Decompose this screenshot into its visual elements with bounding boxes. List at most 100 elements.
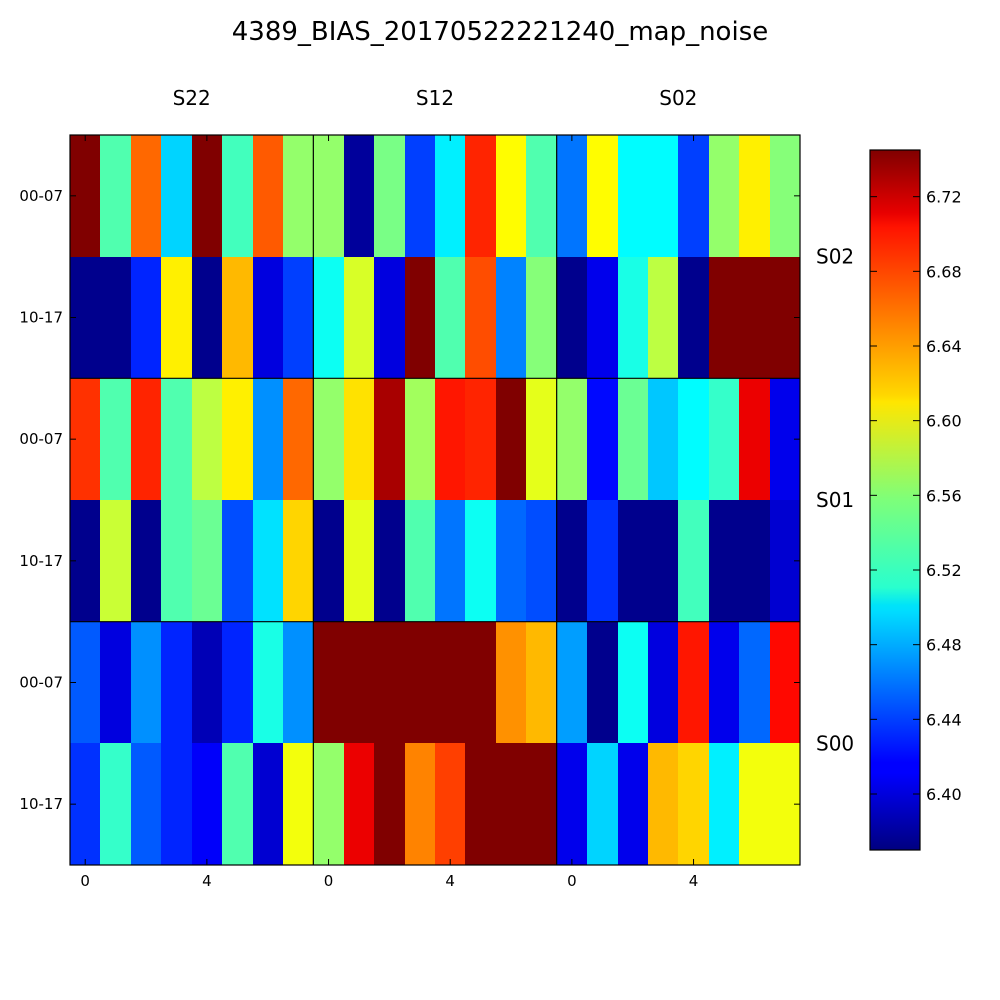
- heatmap-cell: [374, 500, 406, 623]
- heatmap-cell: [100, 743, 132, 866]
- heatmap-cell: [435, 743, 466, 866]
- heatmap-cell: [496, 500, 527, 623]
- column-group-labels: S22 S12 S02: [173, 86, 698, 110]
- y-tick-label: 00-07: [19, 430, 63, 448]
- heatmap-cell: [709, 500, 740, 623]
- heatmap-cell: [374, 257, 406, 379]
- heatmap-cell: [618, 500, 649, 623]
- heatmap-cell: [678, 743, 710, 866]
- heatmap-cell: [192, 622, 223, 744]
- row-group-label: S00: [816, 731, 854, 755]
- heatmap-cell: [253, 135, 284, 258]
- heatmap-cell: [526, 743, 558, 866]
- heatmap-cell: [435, 378, 466, 501]
- heatmap-cell: [161, 378, 193, 501]
- heatmap-cell: [496, 257, 527, 379]
- heatmap-cell: [222, 743, 254, 866]
- y-tick-label: 00-07: [19, 674, 63, 692]
- heatmap-cell: [192, 257, 223, 379]
- column-group-label: S02: [659, 86, 697, 110]
- heatmap-cell: [374, 135, 406, 258]
- y-tick-label: 10-17: [19, 309, 63, 327]
- heatmap-cell: [496, 743, 527, 866]
- heatmap-cell: [405, 378, 436, 501]
- row-group-labels: S02 S01 S00: [816, 245, 854, 756]
- row-group-label: S01: [816, 488, 854, 512]
- heatmap-cell: [739, 622, 771, 744]
- heatmap-cell: [678, 500, 710, 623]
- heatmap-cell: [100, 500, 132, 623]
- heatmap-cell: [283, 500, 314, 623]
- colorbar-tick-label: 6.44: [926, 710, 962, 729]
- heatmap-cell: [313, 378, 345, 501]
- heatmap-cell: [344, 500, 375, 623]
- heatmap-cell: [405, 257, 436, 379]
- heatmap-cell: [283, 135, 314, 258]
- heatmap-cell: [678, 378, 710, 501]
- heatmap-cell: [618, 378, 649, 501]
- heatmap-cell: [526, 135, 558, 258]
- y-axis-ticks: 00-07 10-17 00-07 10-17 00-07 10-17: [19, 187, 800, 813]
- heatmap-cell: [465, 500, 497, 623]
- heatmap-cell: [344, 743, 375, 866]
- heatmap-cell: [557, 500, 588, 623]
- heatmap-cell: [100, 257, 132, 379]
- colorbar-ticks: 6.40 6.44 6.48 6.52 6.56 6.60 6.64 6.68 6.72: [870, 188, 962, 804]
- heatmap-cell: [100, 378, 132, 501]
- heatmap-cell: [405, 743, 436, 866]
- heatmap-cell: [131, 743, 162, 866]
- heatmap-cell: [222, 500, 254, 623]
- heatmap-cell: [557, 378, 588, 501]
- colorbar-tick-label: 6.52: [926, 561, 962, 580]
- column-group-label: S22: [173, 86, 211, 110]
- colorbar-tick-label: 6.48: [926, 636, 962, 655]
- heatmap-cell: [222, 257, 254, 379]
- heatmap-cell: [253, 743, 284, 866]
- colorbar-tick-label: 6.60: [926, 412, 962, 431]
- heatmap-cell: [526, 257, 558, 379]
- heatmap-cell: [587, 257, 619, 379]
- heatmap-cell: [344, 622, 375, 744]
- y-tick-label: 10-17: [19, 795, 63, 813]
- colorbar-tick-label: 6.72: [926, 188, 962, 207]
- heatmap-cell: [405, 135, 436, 258]
- heatmap-cell: [739, 378, 771, 501]
- heatmap-cell: [465, 622, 497, 744]
- heatmap-cell: [313, 500, 345, 623]
- heatmap-cell: [405, 500, 436, 623]
- heatmap-cell: [739, 135, 771, 258]
- heatmap-cell: [192, 135, 223, 258]
- heatmap-cell: [648, 378, 679, 501]
- heatmap-cell: [587, 378, 619, 501]
- heatmap-cell: [313, 622, 345, 744]
- x-tick-label: 4: [445, 872, 455, 890]
- heatmap-cell: [313, 257, 345, 379]
- heatmap-cell: [435, 257, 466, 379]
- heatmap-cell: [435, 500, 466, 623]
- heatmap-cell: [344, 257, 375, 379]
- heatmap-cell: [648, 500, 679, 623]
- x-tick-label: 0: [324, 872, 334, 890]
- y-tick-label: 10-17: [19, 552, 63, 570]
- heatmap-cell: [374, 378, 406, 501]
- heatmap-cell: [496, 378, 527, 501]
- heatmap-cell: [100, 135, 132, 258]
- heatmap-cell: [557, 743, 588, 866]
- heatmap-cell: [465, 257, 497, 379]
- heatmap-cell: [253, 500, 284, 623]
- heatmap-cell: [222, 135, 254, 258]
- heatmap-cell: [253, 257, 284, 379]
- heatmap-cell: [192, 500, 223, 623]
- heatmap-cell: [222, 378, 254, 501]
- heatmap-cell: [253, 378, 284, 501]
- block-dividers: [70, 135, 800, 865]
- heatmap-cell: [313, 743, 345, 866]
- heatmap-cell: [161, 622, 193, 744]
- heatmap-cell: [618, 135, 649, 258]
- heatmap-cell: [131, 135, 162, 258]
- heatmap-cell: [374, 743, 406, 866]
- heatmap-cell: [465, 135, 497, 258]
- heatmap-cell: [618, 622, 649, 744]
- heatmap-cell: [709, 257, 740, 379]
